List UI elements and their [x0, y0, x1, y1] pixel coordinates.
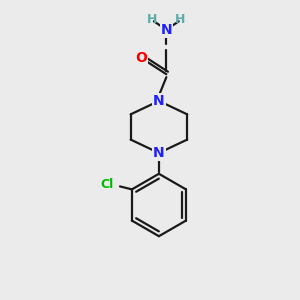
Text: N: N — [160, 22, 172, 37]
Text: O: O — [135, 51, 147, 65]
Text: H: H — [175, 13, 185, 26]
Text: N: N — [153, 146, 165, 160]
Text: Cl: Cl — [100, 178, 113, 191]
Text: N: N — [153, 94, 165, 108]
Text: H: H — [147, 13, 158, 26]
